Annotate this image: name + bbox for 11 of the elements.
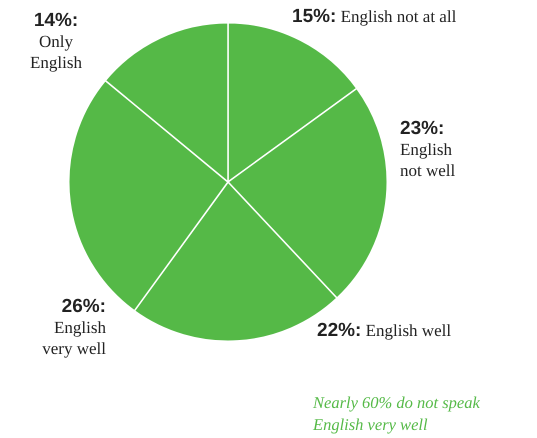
data-label: 15%:: [292, 6, 336, 27]
slice-label: English well: [366, 321, 452, 340]
text: Nearly 60% do not speak English very well: [313, 392, 481, 436]
data-label: 14%:: [34, 10, 78, 31]
slice-label: Only English: [30, 32, 82, 72]
slice-label: English very well: [42, 318, 106, 358]
data-label: 22%:: [317, 320, 362, 341]
data-label: 23%:: [400, 118, 444, 139]
data-label: 26%:: [62, 296, 106, 317]
slice-label: English not well: [400, 140, 456, 180]
slice-label: English not at all: [340, 7, 456, 26]
